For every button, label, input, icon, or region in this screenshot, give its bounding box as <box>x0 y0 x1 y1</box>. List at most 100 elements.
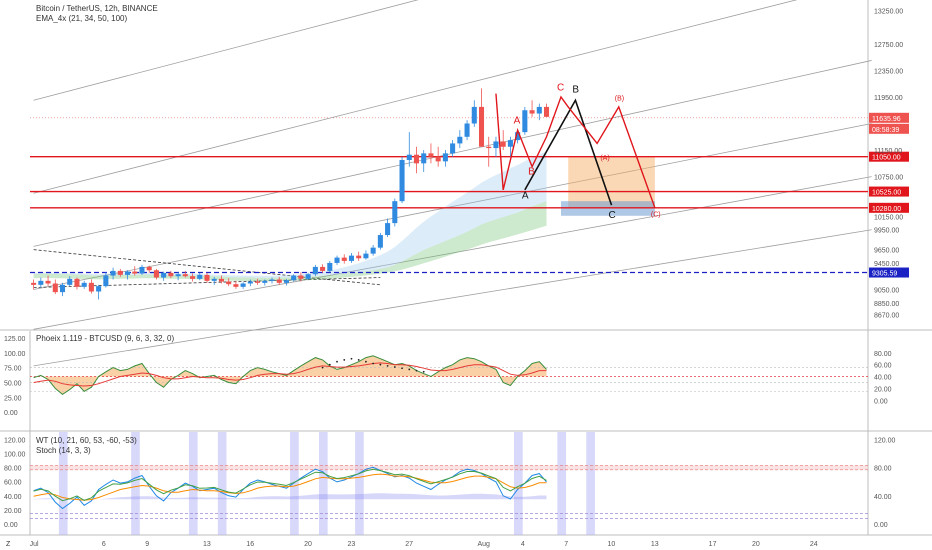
candle-body <box>139 266 145 274</box>
price-axis-tick: 8670.00 <box>874 313 899 320</box>
candle-body <box>320 266 326 271</box>
candle-body <box>348 255 355 261</box>
candle-body <box>211 278 217 281</box>
candle-body <box>442 153 448 162</box>
phoenix-left-tick: 25.00 <box>4 395 22 402</box>
candle-body <box>96 286 102 292</box>
phoenix-dot <box>408 368 411 371</box>
x-axis-tick: 20 <box>752 541 760 548</box>
x-axis-tick: 10 <box>608 541 616 548</box>
ema-legend: EMA_4x (21, 34, 50, 100) <box>36 14 128 23</box>
x-axis-tick: 24 <box>810 541 818 548</box>
phoenix-right-tick: 40.00 <box>874 375 892 382</box>
wt-line-0 <box>33 466 547 510</box>
candle-body <box>493 141 499 149</box>
price-axis-tick: 9950.00 <box>874 228 899 235</box>
candle-body <box>262 280 268 283</box>
candle-body <box>190 276 196 279</box>
phoenix-legend: Phoeix 1.119 - BTCUSD (9, 6, 3, 32, 0) <box>36 334 175 343</box>
ema-band-green <box>33 201 547 282</box>
candle-body <box>276 279 282 283</box>
candle-body <box>450 143 456 154</box>
phoenix-dot <box>350 357 353 360</box>
level-tag <box>869 267 909 278</box>
candle-body <box>363 253 369 259</box>
candle-body <box>124 271 131 275</box>
level-label: 10280.00 <box>872 206 901 213</box>
candle-body <box>182 274 188 277</box>
x-axis-tick: 23 <box>347 541 355 548</box>
candle-body <box>413 154 420 164</box>
wt-left-tick: 40.00 <box>4 494 22 501</box>
candle-body <box>38 280 44 285</box>
wt-line-1 <box>33 473 547 501</box>
wt-left-tick: 60.00 <box>4 480 22 487</box>
wt-highlight-column <box>355 432 364 535</box>
channel-line <box>33 123 872 290</box>
wt-overbought-band <box>30 465 868 470</box>
wave-red-label: (C) <box>651 211 661 218</box>
candle-body <box>305 274 311 279</box>
phoenix-dot <box>357 359 360 361</box>
candle-body <box>45 280 51 284</box>
candle-body <box>406 154 412 161</box>
channel-line <box>33 176 872 330</box>
candle-body <box>255 281 261 283</box>
wt-highlight-column <box>586 432 595 535</box>
target-zone <box>568 156 655 208</box>
candle-body <box>161 272 167 278</box>
wt-legend-text: WT (10, 21, 60, 53, -60, -53) <box>36 436 137 445</box>
phoenix-dot <box>401 367 403 370</box>
wt-highlight-column <box>514 432 523 535</box>
phoenix-left-tick: 100.00 <box>4 351 26 358</box>
candle-body <box>464 123 470 137</box>
wave-red-label: B <box>528 167 535 178</box>
x-axis-tick: 13 <box>651 541 659 548</box>
candle-body <box>197 274 203 279</box>
wave-black <box>524 98 613 206</box>
current-price-tag <box>869 112 909 123</box>
stoch-legend-text: Stoch (14, 3, 3) <box>36 446 91 455</box>
countdown-tag <box>869 123 909 134</box>
phoenix-dot <box>365 360 367 363</box>
candle-body <box>515 132 521 141</box>
candle-body <box>283 280 289 283</box>
candle-body <box>59 284 66 293</box>
candle-body <box>175 274 181 277</box>
candle-body <box>507 140 513 147</box>
price-axis-tick: 12750.00 <box>874 42 903 49</box>
candle-body <box>218 278 224 282</box>
candle-body <box>153 270 159 278</box>
wt-highlight-column <box>131 432 140 535</box>
x-axis-tick: 4 <box>521 541 525 548</box>
price-axis-tick: 11150.00 <box>874 148 902 155</box>
phoenix-left-tick: 0.00 <box>4 410 18 417</box>
price-axis-tick: 12350.00 <box>874 68 903 75</box>
phoenix-dot <box>379 363 382 366</box>
candle-body <box>52 283 58 293</box>
candle-body <box>240 283 246 287</box>
price-axis-tick: 10150.00 <box>874 214 903 221</box>
candle-body <box>471 106 477 124</box>
candle-body <box>385 223 391 236</box>
candle-body <box>478 106 485 147</box>
level-tag <box>869 202 909 213</box>
candle-body <box>204 274 210 281</box>
candle-body <box>117 270 123 275</box>
phoenix-right-tick: 0.00 <box>874 398 888 405</box>
wt-highlight-column <box>58 432 68 535</box>
wt-legend: WT (10, 21, 60, 53, -60, -53) Stoch (14,… <box>36 436 137 456</box>
wt-right-tick: 0.00 <box>874 522 888 529</box>
candle-body <box>536 106 542 114</box>
wave-red-label: (A) <box>600 155 609 162</box>
price-axis-tick: 8850.00 <box>874 301 899 308</box>
candle-body <box>399 160 405 202</box>
price-axis-tick: 9050.00 <box>874 287 899 294</box>
candle-body <box>522 110 528 133</box>
wt-highlight-column <box>188 432 198 535</box>
x-axis-tick: 6 <box>102 541 106 548</box>
candle-body <box>226 281 232 285</box>
candle-body <box>146 266 152 271</box>
price-axis-tick: 10750.00 <box>874 175 903 182</box>
